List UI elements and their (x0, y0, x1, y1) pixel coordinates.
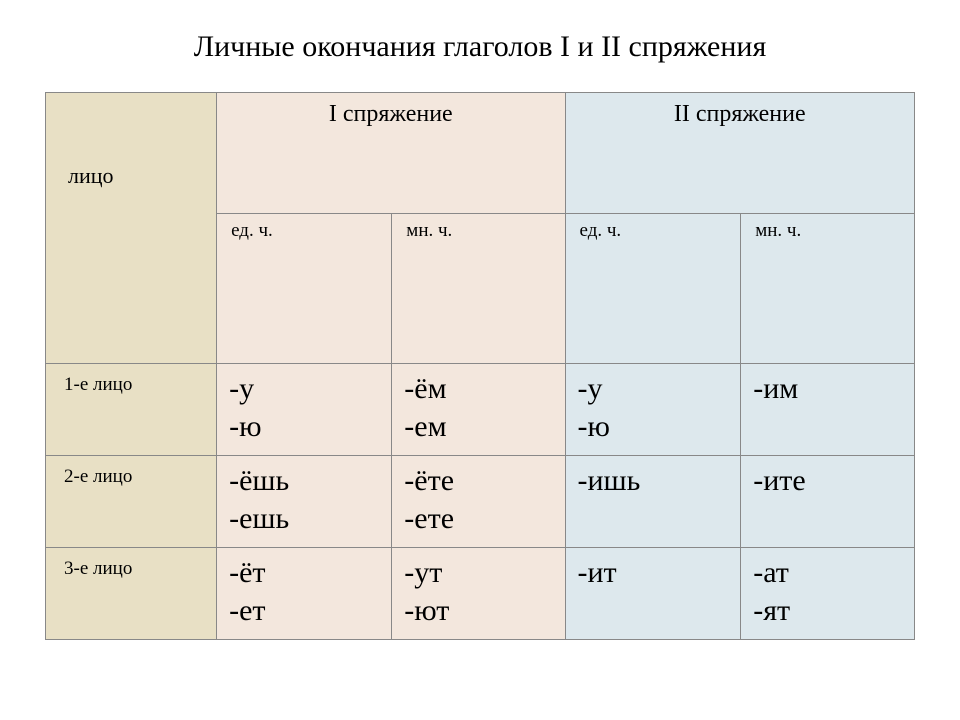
header-conj1: I спряжение (217, 93, 565, 214)
header-conj2-pl: мн. ч. (741, 214, 915, 364)
table-row: 1-е лицо -у -ю -ём -ем -у -ю -им (46, 364, 915, 456)
row-label-3: 3-е лицо (46, 548, 217, 640)
cell-r1-c2pl: -им (741, 364, 915, 456)
header-conj1-sg: ед. ч. (217, 214, 392, 364)
row-label-2: 2-е лицо (46, 456, 217, 548)
cell-r2-c1pl: -ёте -ете (392, 456, 565, 548)
cell-r3-c1sg: -ёт -ет (217, 548, 392, 640)
header-conj1-pl: мн. ч. (392, 214, 565, 364)
header-conj2: II спряжение (565, 93, 914, 214)
page-title: Личные окончания глаголов I и II спряжен… (0, 30, 960, 64)
header-row-1: лицо I спряжение II спряжение (46, 93, 915, 214)
page: Личные окончания глаголов I и II спряжен… (0, 0, 960, 720)
cell-r1-c2sg: -у -ю (565, 364, 741, 456)
cell-r2-c2sg: -ишь (565, 456, 741, 548)
header-conj2-sg: ед. ч. (565, 214, 741, 364)
cell-r1-c1sg: -у -ю (217, 364, 392, 456)
table-row: 3-е лицо -ёт -ет -ут -ют -ит -ат -ят (46, 548, 915, 640)
table-row: 2-е лицо -ёшь -ешь -ёте -ете -ишь -ите (46, 456, 915, 548)
cell-r3-c2sg: -ит (565, 548, 741, 640)
cell-r2-c1sg: -ёшь -ешь (217, 456, 392, 548)
cell-r3-c1pl: -ут -ют (392, 548, 565, 640)
conjugation-table: лицо I спряжение II спряжение ед. ч. мн.… (45, 92, 915, 640)
corner-cell: лицо (46, 93, 217, 364)
cell-r3-c2pl: -ат -ят (741, 548, 915, 640)
cell-r2-c2pl: -ите (741, 456, 915, 548)
cell-r1-c1pl: -ём -ем (392, 364, 565, 456)
row-label-1: 1-е лицо (46, 364, 217, 456)
